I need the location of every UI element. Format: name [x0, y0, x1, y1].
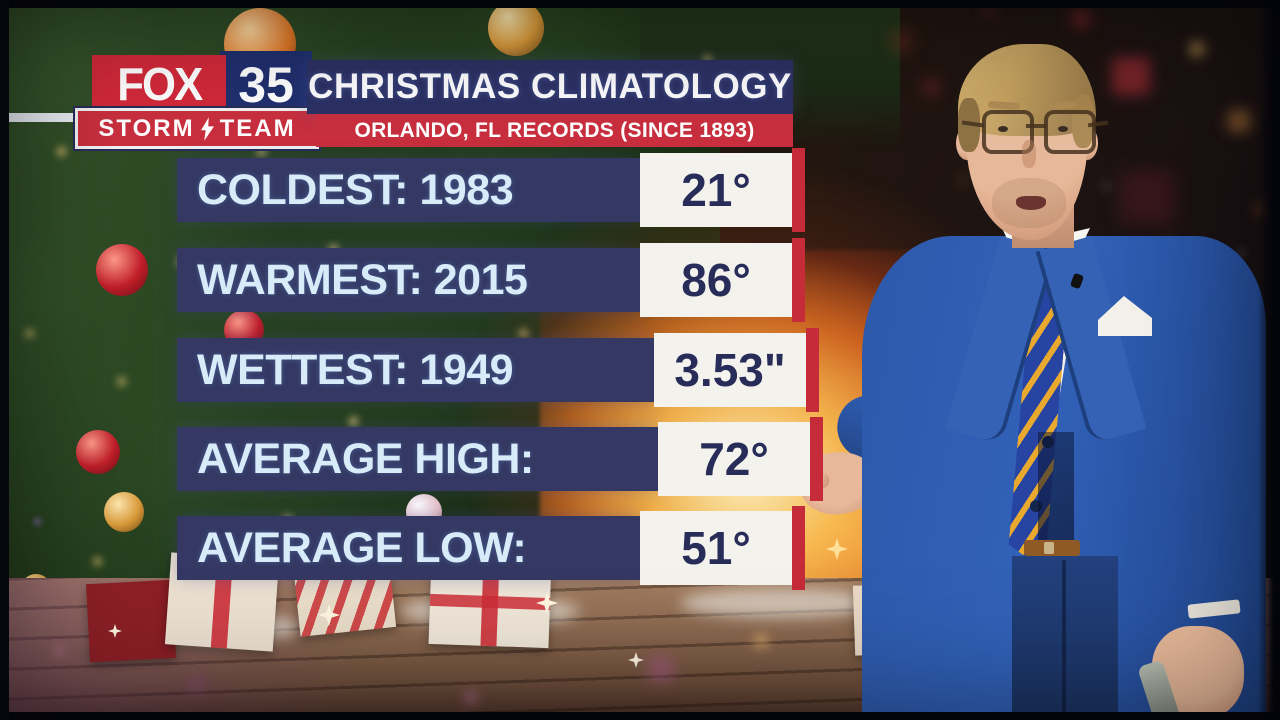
record-label-band: AVERAGE LOW: — [177, 516, 640, 580]
graphic-title-bar: CHRISTMAS CLIMATOLOGY — [307, 60, 793, 114]
gift-ribbon — [429, 593, 551, 611]
glasses-lens-left — [982, 110, 1034, 154]
record-value-box: 21° — [640, 153, 792, 227]
snow-patch — [680, 588, 880, 618]
frame-edge-top — [0, 0, 1280, 8]
value-accent-strip — [792, 148, 805, 232]
belt-buckle — [1044, 542, 1054, 554]
storm-team-banner: STORM TEAM — [75, 108, 319, 149]
record-label: COLDEST: 1983 — [197, 166, 514, 214]
frame-edge-right — [1258, 0, 1280, 720]
storm-word: STORM — [98, 114, 195, 142]
record-value: 72° — [699, 433, 769, 485]
record-label: AVERAGE HIGH: — [197, 435, 534, 483]
lightning-bolt-icon — [200, 116, 214, 141]
fox35-logo-channel: 35 — [220, 51, 312, 119]
record-label: WETTEST: 1949 — [197, 346, 514, 394]
record-value-box: 72° — [658, 422, 810, 496]
pants-crease — [1062, 560, 1066, 720]
value-accent-strip — [792, 506, 805, 590]
gift-box — [86, 579, 176, 663]
record-value: 51° — [681, 522, 751, 574]
record-label: WARMEST: 2015 — [197, 256, 528, 304]
frame-edge-bottom — [0, 712, 1280, 720]
ornament-bauble — [76, 430, 120, 474]
ornament-bauble — [96, 244, 148, 296]
ornament-bauble — [488, 0, 544, 56]
record-row: WARMEST: 2015 86° — [0, 238, 830, 322]
record-label-band: WARMEST: 2015 — [177, 248, 640, 312]
ornament-bauble — [104, 492, 144, 532]
fox-wordmark: FOX — [92, 55, 226, 112]
frame-edge-left — [0, 0, 9, 720]
record-row: COLDEST: 1983 21° — [0, 148, 830, 232]
record-value-box: 86° — [640, 243, 792, 317]
anchor-eye — [998, 126, 1008, 132]
header-accent-line — [0, 113, 82, 122]
record-value: 3.53" — [674, 344, 786, 396]
record-label-band: AVERAGE HIGH: — [177, 427, 658, 491]
value-accent-strip — [792, 238, 805, 322]
anchor-hair-side — [1072, 94, 1094, 148]
channel-number: 35 — [238, 57, 294, 113]
anchor-mouth — [1016, 196, 1046, 210]
record-value-box: 3.53" — [654, 333, 806, 407]
fox-wordmark-text: FOX — [116, 57, 203, 110]
record-label: AVERAGE LOW: — [197, 524, 527, 572]
glasses-bridge — [1026, 124, 1046, 128]
record-label-band: WETTEST: 1949 — [177, 338, 654, 402]
record-row: WETTEST: 1949 3.53" — [0, 328, 830, 412]
team-word: TEAM — [219, 114, 296, 142]
record-row: AVERAGE HIGH: 72° — [0, 417, 830, 501]
glasses-lens-right — [1044, 110, 1096, 154]
graphic-subtitle-bar: ORLANDO, FL RECORDS (SINCE 1893) — [316, 114, 793, 147]
graphic-title: CHRISTMAS CLIMATOLOGY — [308, 67, 792, 106]
record-row: AVERAGE LOW: 51° — [0, 506, 830, 590]
value-accent-strip — [810, 417, 823, 501]
record-value-box: 51° — [640, 511, 792, 585]
record-label-band: COLDEST: 1983 — [177, 158, 640, 222]
record-value: 86° — [681, 254, 751, 306]
anchor-eye — [1058, 126, 1068, 132]
graphic-subtitle: ORLANDO, FL RECORDS (SINCE 1893) — [354, 118, 755, 142]
value-accent-strip — [806, 328, 819, 412]
anchor-nose-shadow — [1022, 140, 1036, 168]
record-value: 21° — [681, 164, 751, 216]
